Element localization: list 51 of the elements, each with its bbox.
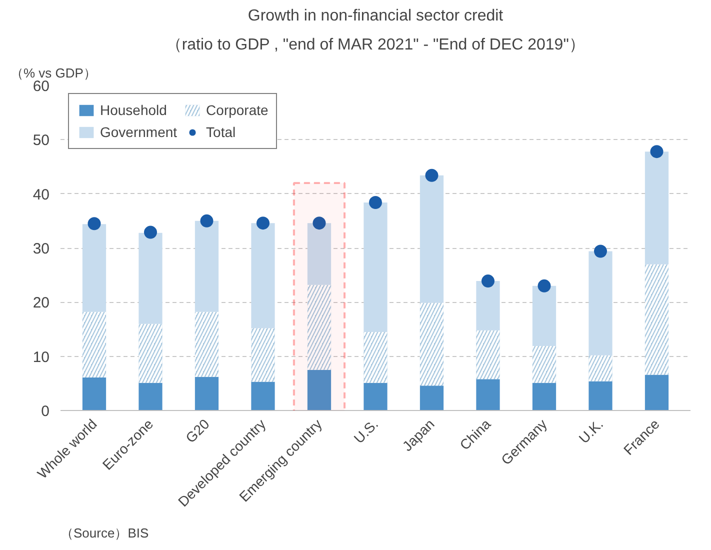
y-tick-label: 30 [32,240,50,258]
y-tick-label: 20 [32,294,50,312]
y-tick-label: 60 [32,78,50,95]
y-tick-label: 50 [32,132,50,150]
legend-label: Corporate [206,102,268,118]
bar [138,382,162,410]
bar [307,223,332,285]
bar [251,382,275,410]
y-tick-label: 40 [32,186,50,204]
x-tick-label: U.S. [350,416,382,446]
point [425,168,438,182]
bar [364,202,388,332]
bar [194,220,219,312]
x-tick-label: G20 [182,416,213,446]
bar [420,386,444,410]
point [650,145,664,158]
legend-label: Government [100,124,178,140]
point [144,226,157,239]
bar [476,379,500,410]
bar [194,376,219,410]
point [256,216,270,230]
text: （Source）BIS [60,526,149,540]
point [594,244,607,258]
y-tick-label: 0 [41,403,50,420]
chart-title: Growth in non-financial sector credit [248,8,504,24]
bar [420,175,444,303]
point [88,217,101,230]
bar [307,370,332,410]
point [482,274,494,288]
bar [588,251,612,356]
point [538,279,551,292]
bar [138,232,162,324]
bar [532,286,556,346]
chart-subtitle: （ratio to GDP , "end of MAR 2021" - "End of DEC 2019"） [166,36,585,54]
bar [82,377,106,410]
y-tick-label: 10 [32,348,50,366]
y-axis-title: （% vs GDP） [10,66,96,80]
legend-label: Household [100,102,167,118]
bar [644,374,669,410]
bar [82,224,106,312]
point [312,216,326,230]
legend-label: Total [206,124,236,140]
bar [476,281,500,330]
point [369,196,382,209]
bar [588,381,612,410]
bar [251,223,275,328]
bar [644,152,669,264]
x-tick-label: U.K. [576,416,606,446]
bar [532,382,556,410]
point [200,214,214,228]
bar [364,382,388,410]
